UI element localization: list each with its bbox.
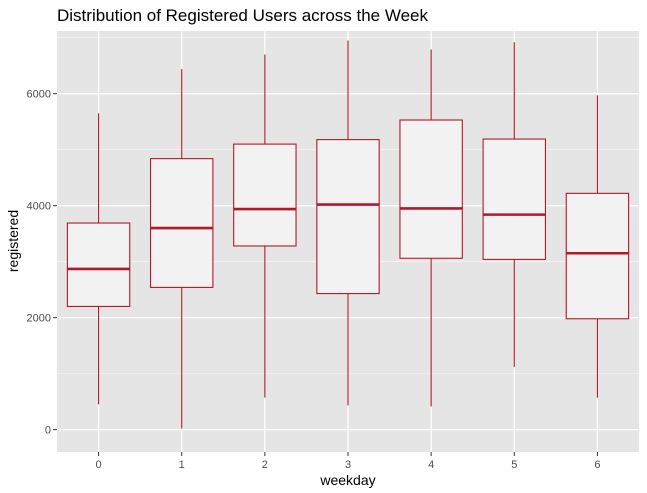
box-3 — [316, 40, 380, 406]
box-series — [66, 40, 630, 429]
x-tick-label: 3 — [345, 459, 351, 471]
y-tick-label: 2000 — [27, 313, 51, 325]
y-tick-label: 4000 — [27, 201, 51, 213]
y-axis: 0 2000 4000 6000 — [27, 89, 57, 437]
box-0 — [66, 113, 131, 405]
box-5 — [482, 42, 547, 367]
box-iqr — [399, 119, 463, 259]
y-axis-title: registered — [5, 210, 21, 272]
x-tick-label: 0 — [96, 459, 102, 471]
x-tick-label: 1 — [179, 459, 185, 471]
x-tick-label: 6 — [594, 459, 600, 471]
box-2 — [233, 54, 297, 398]
box-iqr — [482, 138, 547, 260]
chart-title: Distribution of Registered Users across … — [57, 6, 429, 25]
y-tick-label: 6000 — [27, 89, 51, 101]
box-iqr — [149, 158, 214, 288]
x-tick-label: 2 — [262, 459, 268, 471]
x-axis: 0 1 2 3 4 5 6 — [96, 452, 600, 471]
x-tick-label: 4 — [428, 459, 434, 471]
y-tick-label: 0 — [45, 425, 51, 437]
box-iqr — [233, 143, 297, 247]
box-1 — [149, 69, 214, 429]
box-iqr — [66, 222, 131, 307]
box-iqr — [316, 139, 380, 295]
box-4 — [399, 49, 463, 407]
box-iqr — [565, 192, 630, 320]
x-tick-label: 5 — [511, 459, 517, 471]
box-6 — [565, 95, 630, 398]
x-axis-title: weekday — [319, 472, 375, 488]
